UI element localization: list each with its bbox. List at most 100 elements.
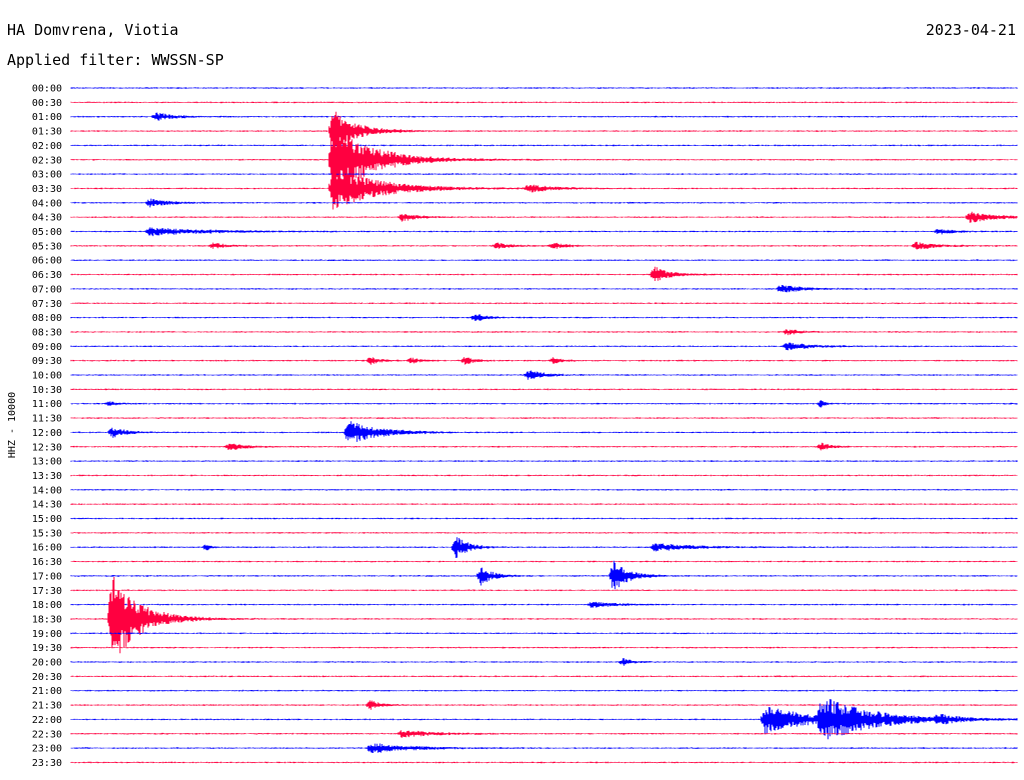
row-time-label: 05:30 <box>32 241 62 252</box>
trace-row <box>70 357 1018 365</box>
row-time-label: 15:00 <box>32 514 62 525</box>
row-time-label: 11:00 <box>32 399 62 410</box>
row-time-label: 02:30 <box>32 155 62 166</box>
trace-row <box>70 675 1018 678</box>
trace-row <box>70 517 1018 520</box>
trace-row <box>70 87 1018 89</box>
trace-row <box>70 658 1018 666</box>
trace-row <box>70 101 1018 104</box>
trace-row <box>70 111 1018 152</box>
trace-row <box>70 646 1018 649</box>
trace-row <box>70 700 1018 710</box>
row-time-label: 13:30 <box>32 471 62 482</box>
trace-row <box>70 112 1018 121</box>
row-time-label: 17:30 <box>32 586 62 597</box>
row-time-label: 07:30 <box>32 299 62 310</box>
trace-row <box>70 129 1018 193</box>
trace-row <box>70 503 1018 505</box>
trace-row <box>70 314 1018 321</box>
row-time-label: 01:00 <box>32 112 62 123</box>
trace-row <box>70 266 1018 281</box>
row-time-label: 09:00 <box>32 342 62 353</box>
row-time-label: 22:30 <box>32 729 62 740</box>
trace-row <box>70 474 1018 477</box>
trace-row <box>70 388 1018 391</box>
trace-row <box>70 560 1018 563</box>
trace-row <box>70 537 1018 558</box>
row-time-label: 22:00 <box>32 715 62 726</box>
station-title: HA Domvrena, Viotia <box>7 21 179 39</box>
trace-row <box>70 730 1018 738</box>
row-time-label: 10:30 <box>32 385 62 396</box>
trace-row <box>70 442 1018 451</box>
row-time-label: 19:30 <box>32 643 62 654</box>
trace-row <box>70 400 1018 408</box>
row-time-label: 06:00 <box>32 256 62 267</box>
row-time-label: 20:30 <box>32 672 62 683</box>
trace-row <box>70 460 1018 462</box>
row-time-label: 03:00 <box>32 170 62 181</box>
trace-row <box>70 285 1018 293</box>
trace-row <box>70 632 1018 635</box>
trace-row <box>70 259 1018 262</box>
row-time-label: 14:30 <box>32 500 62 511</box>
trace-row <box>70 370 1018 380</box>
trace-row <box>70 601 1018 608</box>
row-time-label: 07:00 <box>32 284 62 295</box>
trace-row <box>70 417 1018 419</box>
trace-row <box>70 173 1018 175</box>
trace-row <box>70 168 1018 210</box>
row-time-label: 12:30 <box>32 442 62 453</box>
trace-row <box>70 198 1018 208</box>
trace-row <box>70 532 1018 534</box>
trace-row <box>70 689 1018 692</box>
trace-row <box>70 761 1018 764</box>
trace-row <box>70 699 1018 740</box>
trace-row <box>70 743 1018 753</box>
row-time-label: 00:30 <box>32 98 62 109</box>
row-time-label: 16:30 <box>32 557 62 568</box>
row-time-label: 03:30 <box>32 184 62 195</box>
row-time-label: 21:00 <box>32 686 62 697</box>
row-time-label: 08:00 <box>32 313 62 324</box>
row-time-label: 04:30 <box>32 213 62 224</box>
filter-label: Applied filter: WWSSN-SP <box>7 51 224 69</box>
trace-row <box>70 227 1018 237</box>
row-time-label: 09:30 <box>32 356 62 367</box>
row-time-label: 00:00 <box>32 84 62 95</box>
trace-row <box>70 488 1018 491</box>
row-time-label: 18:00 <box>32 600 62 611</box>
row-time-label: 04:00 <box>32 198 62 209</box>
row-time-label: 23:30 <box>32 758 62 769</box>
row-time-label: 14:00 <box>32 485 62 496</box>
row-time-label: 02:00 <box>32 141 62 152</box>
row-time-label: 19:00 <box>32 629 62 640</box>
trace-row <box>70 302 1018 305</box>
trace-row <box>70 211 1018 223</box>
row-time-label: 18:30 <box>32 614 62 625</box>
trace-row <box>70 560 1018 590</box>
trace-row <box>70 589 1018 592</box>
row-time-label: 08:30 <box>32 327 62 338</box>
row-time-label: 21:30 <box>32 701 62 712</box>
trace-row <box>70 421 1018 442</box>
row-time-label: 13:00 <box>32 457 62 468</box>
trace-group <box>70 87 1018 764</box>
row-time-label: 06:30 <box>32 270 62 281</box>
row-time-label: 10:00 <box>32 371 62 382</box>
date-label: 2023-04-21 <box>925 21 1016 39</box>
trace-row <box>70 577 1018 654</box>
row-time-label: 23:00 <box>32 744 62 755</box>
row-time-label: 01:30 <box>32 127 62 138</box>
trace-row <box>70 329 1018 336</box>
row-time-label: 16:00 <box>32 543 62 554</box>
trace-row <box>70 241 1018 250</box>
row-time-label: 05:00 <box>32 227 62 238</box>
row-time-label: 15:30 <box>32 528 62 539</box>
y-axis-label: HHZ - 10000 <box>7 392 18 458</box>
trace-row <box>70 144 1018 147</box>
row-time-label: 11:30 <box>32 414 62 425</box>
row-time-label: 17:00 <box>32 571 62 582</box>
y-axis: 00:00 00:30 01:00 01:30 02:00 02:30 03:00 03:30… <box>32 84 62 769</box>
